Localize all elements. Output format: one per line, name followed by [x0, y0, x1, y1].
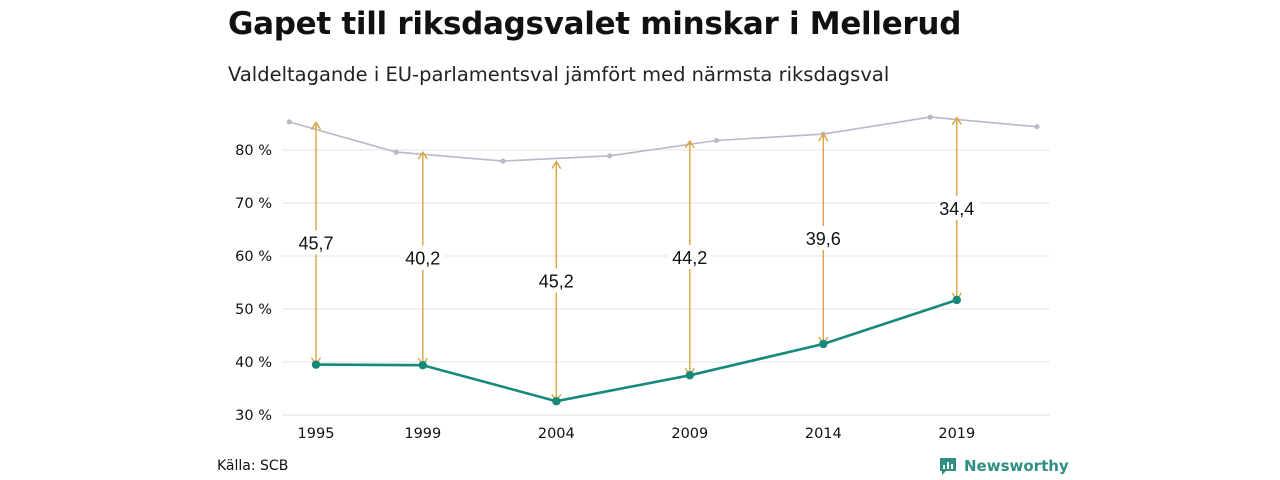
- gap-arrowhead-top: [310, 121, 322, 130]
- riksdag-line: [289, 116, 1037, 162]
- y-tick-label: 40 %: [235, 355, 272, 371]
- gap-label-bg: [934, 195, 979, 220]
- riksdag-series: [286, 114, 1040, 164]
- gap-label-bg: [801, 226, 846, 251]
- chart-title: Gapet till riksdagsvalet minskar i Melle…: [228, 6, 962, 42]
- riksdag-point: [393, 149, 399, 155]
- gap-arrowhead-top: [951, 116, 962, 126]
- gap-label: 44,2: [672, 248, 707, 268]
- riksdag-point: [500, 158, 506, 164]
- brand-logo: Newsworthy: [938, 456, 1069, 476]
- riksdag-point: [1034, 124, 1040, 130]
- gap-labels: 45,7 40,2 45,2 44,2 39,6 34,4: [294, 195, 979, 293]
- gap-label-bg: [400, 245, 445, 270]
- eu-series: [311, 295, 961, 406]
- gap-label-bg: [667, 245, 712, 270]
- eu-point: [819, 339, 828, 349]
- gap-label: 39,6: [806, 229, 841, 249]
- gap-arrowhead-top: [818, 132, 829, 142]
- gap-label: 40,2: [405, 249, 440, 269]
- y-tick-label: 50 %: [235, 302, 272, 318]
- riksdag-point: [927, 114, 933, 120]
- riksdag-point: [607, 153, 613, 159]
- eu-point: [418, 360, 427, 370]
- gap-label: 45,7: [298, 234, 333, 254]
- x-tick-label: 2014: [805, 426, 842, 442]
- source-note: Källa: SCB: [217, 458, 289, 474]
- eu-line: [315, 298, 958, 403]
- bar-chart-speech-icon: [940, 458, 956, 475]
- gap-arrowhead-top: [684, 139, 695, 149]
- gap-arrowhead-top: [417, 150, 428, 160]
- gap-arrowhead-top: [551, 160, 562, 170]
- gap-label: 45,2: [539, 271, 574, 291]
- y-tick-label: 60 %: [235, 249, 272, 265]
- x-axis-ticks: 1995 1999 2004 2009 2014 2019: [298, 426, 976, 442]
- eu-point: [685, 371, 694, 380]
- eu-point: [952, 295, 961, 305]
- grid-layer: [282, 149, 1050, 416]
- y-axis-ticks: 30 % 40 % 50 % 60 % 70 % 80 %: [235, 143, 272, 424]
- gap-label: 34,4: [939, 199, 974, 219]
- eu-point: [311, 360, 321, 369]
- riksdag-point: [286, 119, 292, 125]
- gap-label-bg: [294, 230, 338, 255]
- eu-point: [552, 397, 561, 406]
- gap-label-bg: [534, 268, 579, 293]
- y-tick-label: 70 %: [235, 196, 272, 212]
- riksdag-point: [713, 137, 720, 144]
- x-tick-label: 1999: [404, 426, 441, 442]
- x-tick-label: 2009: [671, 426, 708, 442]
- y-tick-label: 30 %: [235, 408, 272, 424]
- y-tick-label: 80 %: [235, 143, 272, 159]
- brand-name: Newsworthy: [964, 457, 1069, 475]
- x-tick-label: 2004: [538, 426, 575, 442]
- x-tick-label: 1995: [298, 426, 335, 442]
- x-tick-label: 2019: [938, 426, 975, 442]
- chart-subtitle: Valdeltagande i EU-parlamentsval jämfört…: [228, 63, 890, 86]
